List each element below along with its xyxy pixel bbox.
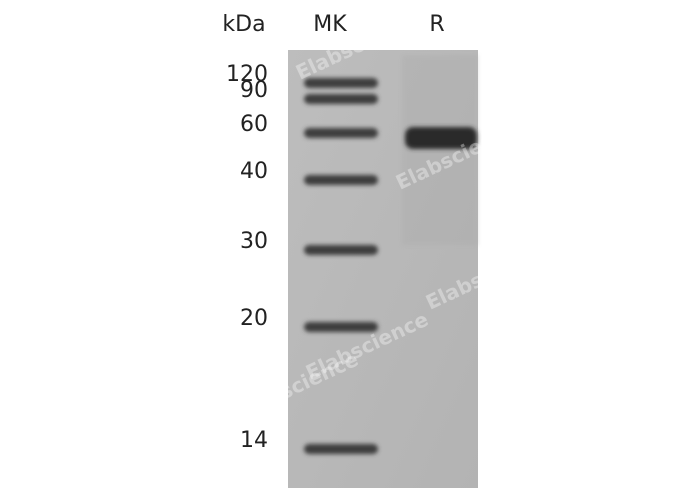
unit-label: kDa xyxy=(222,12,265,37)
marker-label: 40 xyxy=(240,159,268,184)
marker-band xyxy=(304,78,378,88)
marker-label: 30 xyxy=(240,229,268,254)
marker-band xyxy=(304,322,378,332)
lane-label: R xyxy=(429,12,444,37)
marker-band xyxy=(304,94,378,104)
lane-label: MK xyxy=(313,12,347,37)
marker-label: 90 xyxy=(240,78,268,103)
marker-label: 60 xyxy=(240,112,268,137)
marker-label: 120 xyxy=(226,62,268,87)
marker-band xyxy=(304,128,378,138)
marker-band xyxy=(304,175,378,185)
sample-band xyxy=(405,127,477,149)
watermark: Elabscience xyxy=(122,102,252,180)
marker-band xyxy=(304,444,378,454)
marker-band xyxy=(304,245,378,255)
marker-label: 20 xyxy=(240,306,268,331)
lane-smear xyxy=(402,55,478,245)
marker-label: 14 xyxy=(240,428,268,453)
